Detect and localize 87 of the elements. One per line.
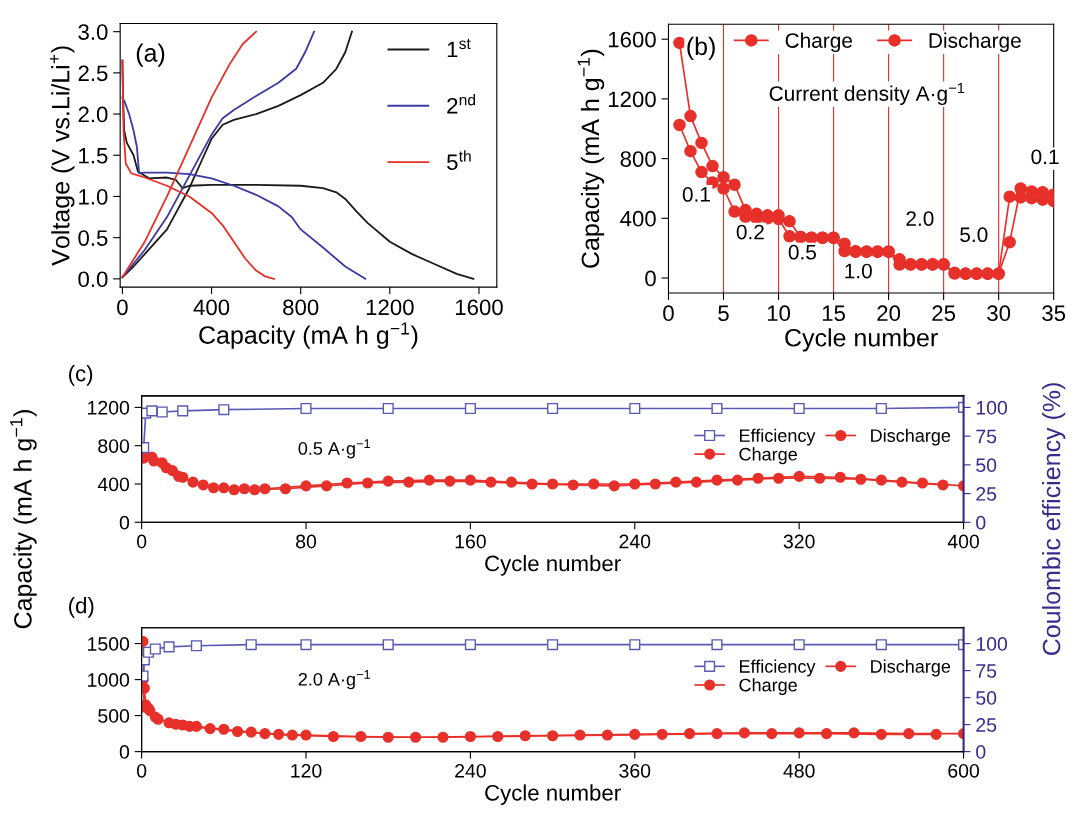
y-axis-title: Capacity (mA h g$^{−1}$) (577, 49, 605, 268)
y-tick-label: 1600 (608, 31, 656, 48)
annotation: 0.1 (1031, 149, 1059, 165)
legend-label: 5$^{th}$ (447, 150, 471, 170)
legend-label: Charge (739, 447, 797, 465)
y2-tick-label: 0 (976, 745, 986, 759)
x-tick-label: 240 (455, 763, 486, 778)
y-tick-label: 2.5 (78, 65, 108, 82)
x-tick-label: 400 (193, 299, 230, 316)
annotation: (a) (136, 43, 165, 67)
y2-tick-label: 25 (976, 718, 997, 732)
y-tick-label: 0 (645, 270, 656, 287)
y-tick-label: 2.0 (78, 106, 108, 123)
x-tick-label: 35 (1042, 305, 1066, 322)
x-tick-label: 320 (783, 534, 815, 549)
y2-tick-label: 0 (976, 515, 986, 530)
legend-label: Charge (739, 678, 797, 696)
x-tick-label: 400 (947, 534, 980, 549)
legend-label: 1$^{st}$ (447, 38, 471, 58)
annotation: 0.5 (788, 244, 816, 260)
y-tick-label: 1.5 (79, 148, 108, 164)
annotation: 1.0 (845, 263, 872, 279)
y-tick-label: 1500 (88, 637, 130, 651)
y2-tick-label: 25 (976, 487, 997, 501)
y-tick-label: 0.5 (78, 230, 108, 246)
y-tick-label: 0 (119, 745, 130, 759)
y-axis-title: Voltage (V vs.Li/Li$^{+}$) (49, 46, 75, 266)
legend-label: Charge (785, 32, 852, 53)
x-tick-label: 480 (783, 763, 815, 778)
y-tick-label: 0 (119, 515, 130, 530)
x-tick-label: 120 (291, 763, 322, 778)
x-axis-title: Cycle number (785, 328, 938, 352)
x-tick-label: 1600 (455, 299, 503, 316)
y-tick-label: 400 (97, 477, 130, 492)
y-tick-label: 1.0 (79, 188, 108, 205)
y2-tick-label: 50 (976, 458, 997, 473)
x-tick-label: 160 (455, 534, 486, 549)
x-tick-label: 1200 (366, 299, 414, 316)
y2-tick-label: 75 (976, 429, 997, 444)
annotation: 0.2 (736, 224, 764, 240)
x-tick-label: 5 (718, 305, 729, 322)
y-tick-label: 800 (620, 151, 656, 167)
annotation: 2.0 A·g$^{−1}$ (298, 670, 370, 690)
y2-tick-label: 100 (976, 400, 1008, 415)
y2-axis-title: Coulombic efficiency (%) (1042, 383, 1066, 655)
annotation: Current density A·g$^{−1}$ (769, 82, 965, 106)
x-axis-title: Cycle number (485, 784, 621, 806)
x-tick-label: 240 (619, 534, 651, 549)
annotation: 5.0 (960, 227, 988, 243)
legend-label: Discharge (929, 32, 1021, 53)
x-tick-label: 0 (663, 305, 674, 322)
legend-label: Discharge (871, 659, 951, 677)
legend-label: Efficiency (740, 428, 816, 446)
y-tick-label: 1200 (608, 91, 656, 108)
annotation: (b) (687, 36, 715, 61)
x-tick-label: 20 (877, 305, 901, 322)
x-tick-label: 10 (767, 305, 791, 322)
y2-tick-label: 50 (976, 691, 997, 705)
y-tick-label: 500 (98, 709, 130, 723)
text: (c) (69, 365, 93, 386)
y-tick-label: 0.0 (78, 271, 108, 288)
x-tick-label: 800 (283, 299, 319, 316)
legend-label: Efficiency (740, 659, 816, 677)
x-tick-label: 0 (136, 534, 147, 549)
legend-label: Discharge (871, 428, 951, 446)
x-tick-label: 15 (822, 305, 845, 322)
x-axis-title: Capacity (mA h g$^{−1}$) (199, 322, 418, 349)
y-tick-label: 1200 (88, 400, 130, 415)
x-tick-label: 360 (619, 763, 651, 778)
x-tick-label: 25 (932, 305, 956, 322)
annotation: 2.0 (906, 211, 934, 226)
y-axis-title: Capacity (mA h g$^{−1}$) (10, 410, 37, 629)
x-tick-label: 30 (987, 305, 1011, 322)
y-tick-label: 800 (98, 439, 130, 453)
x-tick-label: 0 (136, 763, 147, 778)
y-tick-label: 3.0 (78, 24, 108, 40)
x-tick-label: 80 (296, 534, 317, 549)
y-tick-label: 400 (620, 210, 656, 227)
x-axis-title: Cycle number (485, 555, 621, 576)
x-tick-label: 600 (948, 763, 980, 778)
y-tick-label: 1000 (88, 673, 130, 687)
annotation: 0.5 A·g$^{−1}$ (298, 439, 370, 459)
legend-label: 2$^{nd}$ (447, 94, 475, 114)
annotation: 0.1 (682, 187, 710, 202)
y2-tick-label: 75 (976, 664, 997, 678)
text: (d) (69, 597, 94, 618)
y2-tick-label: 100 (976, 637, 1008, 651)
